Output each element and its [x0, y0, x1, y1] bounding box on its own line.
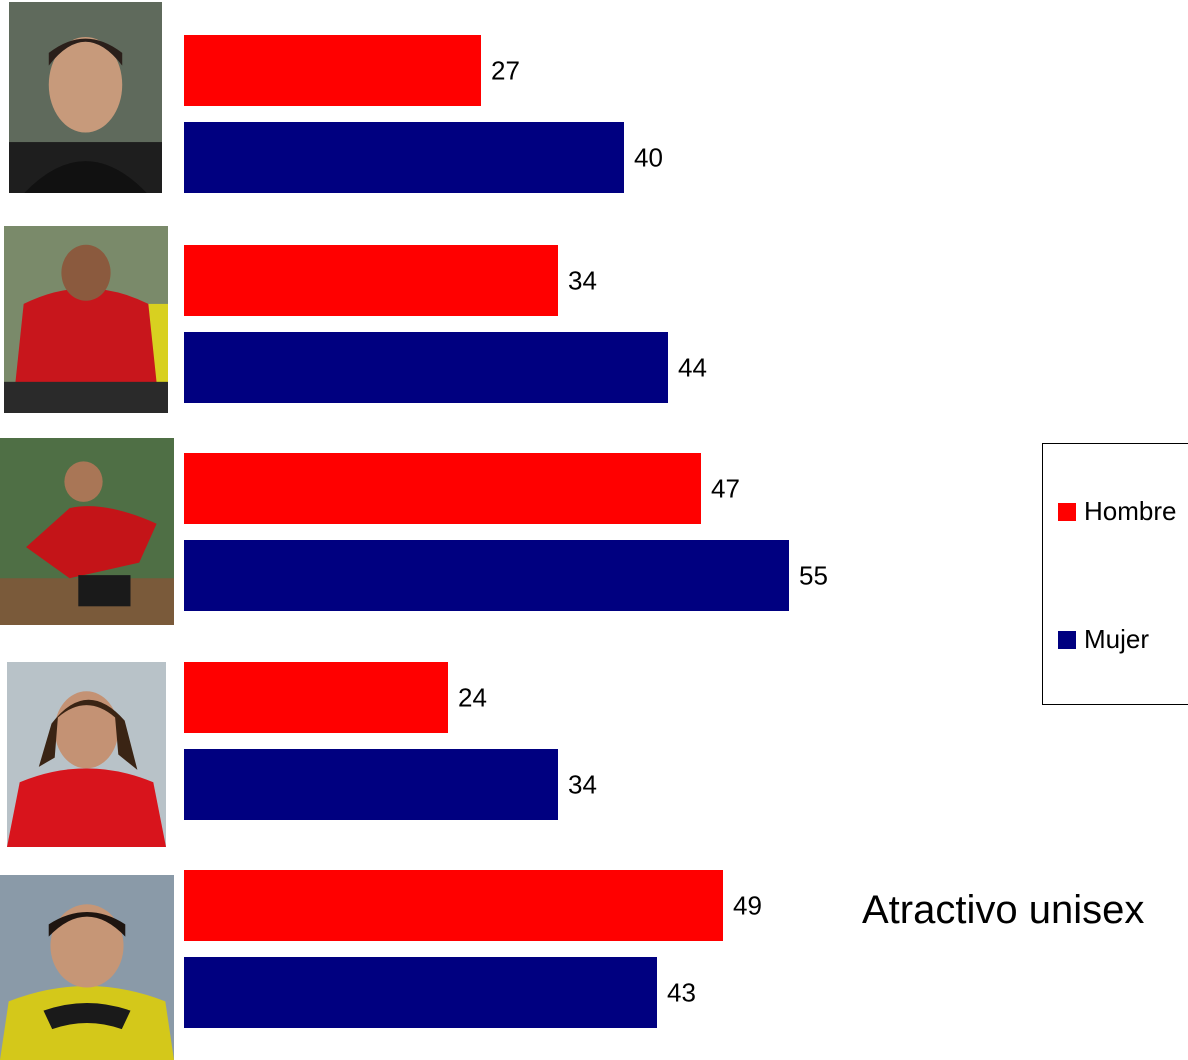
bar-hombre-4: [184, 662, 448, 733]
data-label-mujer-5: 43: [667, 978, 696, 1008]
data-label-mujer-3: 55: [799, 561, 828, 591]
chart-caption: Atractivo unisex: [862, 888, 1145, 932]
player-photo-icon: [9, 2, 162, 193]
legend-label-hombre: Hombre: [1084, 496, 1177, 526]
bar-mujer-3: [184, 540, 789, 611]
data-label-hombre-1: 27: [491, 56, 520, 86]
legend-label-mujer: Mujer: [1084, 624, 1150, 654]
bar-mujer-4: [184, 749, 558, 820]
bar-hombre-5: [184, 870, 723, 941]
data-label-hombre-4: 24: [458, 683, 487, 713]
legend-item-mujer: Mujer: [1058, 624, 1149, 655]
bar-mujer-1: [184, 122, 624, 193]
player-photo-icon: [7, 662, 166, 847]
player-photo-icon: [4, 226, 168, 413]
data-label-mujer-2: 44: [678, 353, 707, 383]
player-photo-icon: [0, 438, 174, 625]
player-photo-icon: [0, 875, 174, 1060]
data-label-hombre-5: 49: [733, 891, 762, 921]
data-label-mujer-1: 40: [634, 143, 663, 173]
legend-swatch-hombre: [1058, 502, 1076, 521]
chart-legend: Hombre Mujer: [1042, 443, 1188, 705]
data-label-mujer-4: 34: [568, 770, 597, 800]
bar-hombre-1: [184, 35, 481, 106]
data-label-hombre-3: 47: [711, 474, 740, 504]
bar-hombre-3: [184, 453, 701, 524]
bar-hombre-2: [184, 245, 558, 316]
legend-item-hombre: Hombre: [1058, 496, 1176, 527]
bar-mujer-2: [184, 332, 668, 403]
legend-swatch-mujer: [1058, 630, 1076, 649]
bar-mujer-5: [184, 957, 657, 1028]
data-label-hombre-2: 34: [568, 266, 597, 296]
